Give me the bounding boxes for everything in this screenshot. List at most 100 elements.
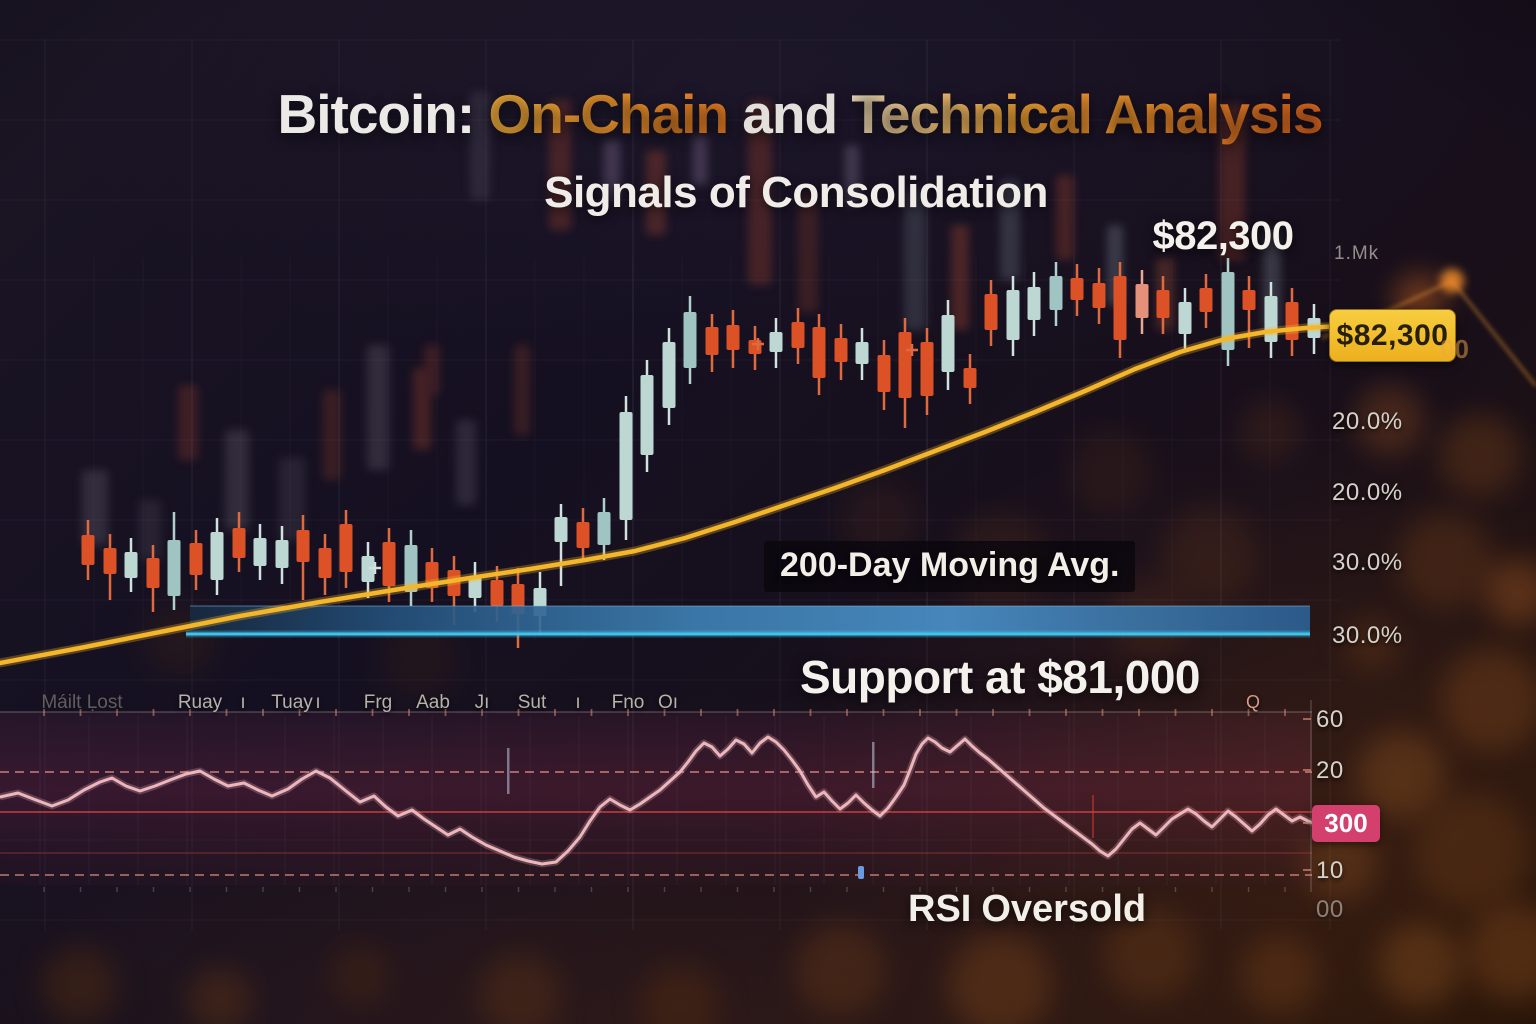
candle-body [124, 552, 138, 578]
candle-body [468, 576, 482, 598]
candle-body [1135, 284, 1149, 318]
rsi-panel-bg [0, 712, 1312, 885]
candle-body [404, 545, 418, 592]
candlesticks [81, 258, 1321, 648]
candle-body [1027, 287, 1041, 320]
ghost-candle [951, 225, 969, 330]
candle-body [640, 375, 654, 455]
ghost-candle [470, 92, 490, 200]
candle-body [210, 532, 224, 580]
bokeh-light [1344, 617, 1400, 673]
candle-body [898, 332, 912, 398]
ghost-candle [323, 390, 341, 480]
candle-body [1178, 302, 1192, 334]
ghost-candle [424, 345, 440, 395]
rsi-panel [0, 712, 1318, 885]
ghost-candle [1000, 180, 1020, 280]
candle-body [490, 580, 504, 606]
candle-body [81, 535, 95, 565]
ghost-candle [178, 385, 198, 460]
support-bar [190, 606, 1310, 634]
bokeh-light [1068, 428, 1152, 512]
bokeh-light [1355, 385, 1425, 455]
candle-body [275, 540, 289, 568]
ghost-candle [514, 345, 530, 435]
candle-body [726, 325, 740, 350]
bokeh-light [1438, 413, 1522, 497]
bokeh-light [1485, 559, 1536, 625]
rsi-streak [872, 742, 875, 788]
candle-body [1070, 278, 1084, 300]
candle-body [791, 322, 805, 348]
candle-body [1092, 283, 1106, 308]
bokeh-light [1467, 904, 1536, 1000]
bokeh-light [794, 924, 886, 1016]
ghost-candle [1219, 105, 1245, 260]
ghost-trend-peak [1440, 269, 1464, 293]
candle-body [146, 558, 160, 588]
candle-body [447, 570, 461, 596]
support-zone [186, 605, 1310, 638]
ghost-candle [844, 145, 860, 205]
bokeh-light [1414, 794, 1530, 910]
candle-body [920, 342, 934, 396]
bokeh-light [1378, 923, 1462, 1007]
candle-body [361, 556, 375, 582]
ghost-candle [692, 135, 708, 185]
ghost-candle [139, 500, 161, 560]
candle-body [984, 294, 998, 330]
ghost-candle [367, 345, 389, 470]
candle-body [855, 342, 869, 364]
ghost-candle [549, 100, 571, 230]
axes [0, 700, 1312, 892]
rsi-blue-marker [858, 866, 864, 879]
bokeh-light [1440, 648, 1536, 752]
ghost-candle [798, 195, 818, 312]
candle-body [748, 340, 762, 354]
candle-body [1221, 272, 1235, 350]
candle-body [1049, 276, 1063, 310]
bokeh-light [330, 945, 390, 1005]
bokeh-light [1238, 398, 1302, 462]
bokeh-light [42, 947, 118, 1023]
ghost-candle [646, 150, 666, 235]
candle-body [232, 528, 246, 558]
candle-body [167, 540, 181, 596]
bokeh-light [478, 953, 562, 1024]
bokeh-light [188, 968, 252, 1024]
candle-body [705, 327, 719, 355]
ghost-candle [225, 430, 249, 530]
candle-body [296, 530, 310, 562]
candle-body [1156, 290, 1170, 318]
candle-body [1242, 290, 1256, 310]
ghost-candle [456, 420, 476, 505]
candle-body [1006, 290, 1020, 340]
candle-body [576, 522, 590, 548]
rsi-streak [507, 748, 510, 794]
candle-body [1199, 288, 1213, 312]
bokeh-light [1397, 512, 1493, 608]
candle-body [1113, 276, 1127, 340]
candle-body [382, 542, 396, 586]
ma-line [0, 323, 1343, 666]
ghost-candles [82, 92, 1281, 560]
candle-body [683, 312, 697, 368]
candle-body [189, 543, 203, 575]
candle-body [554, 517, 568, 542]
candle-body [769, 332, 783, 352]
candle-body [103, 548, 117, 574]
bokeh-light [1240, 935, 1320, 1015]
bokeh-light [1162, 507, 1258, 603]
candle-body [941, 315, 955, 372]
candle-body [597, 512, 611, 545]
candle-body [877, 355, 891, 392]
ghost-candle [82, 470, 108, 545]
ghost-candle [279, 458, 305, 540]
candle-body [619, 412, 633, 520]
candle-body [834, 338, 848, 362]
rsi-line [0, 735, 1318, 866]
ghost-candle [748, 100, 772, 285]
candle-body [318, 548, 332, 578]
ghost-candle [1056, 175, 1074, 260]
